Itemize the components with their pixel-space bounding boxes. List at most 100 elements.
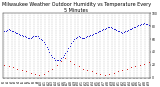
Point bbox=[95, 32, 97, 33]
Point bbox=[146, 23, 148, 25]
Point bbox=[20, 34, 23, 36]
Point bbox=[92, 33, 94, 35]
Point bbox=[10, 30, 13, 31]
Point bbox=[82, 68, 84, 70]
Point bbox=[42, 42, 45, 43]
Point bbox=[70, 42, 73, 44]
Point bbox=[83, 37, 86, 38]
Point bbox=[121, 69, 124, 71]
Point bbox=[64, 53, 67, 54]
Point bbox=[60, 58, 62, 59]
Point bbox=[139, 64, 141, 66]
Point bbox=[12, 31, 14, 32]
Point bbox=[35, 35, 38, 36]
Point bbox=[48, 51, 51, 53]
Point bbox=[47, 71, 49, 72]
Point bbox=[86, 36, 89, 37]
Point bbox=[64, 58, 67, 59]
Point bbox=[41, 40, 44, 41]
Point bbox=[109, 27, 112, 28]
Point bbox=[77, 66, 80, 67]
Point bbox=[140, 23, 143, 25]
Point bbox=[95, 72, 97, 73]
Point bbox=[26, 37, 29, 38]
Point bbox=[104, 28, 106, 29]
Point bbox=[130, 67, 132, 68]
Point bbox=[105, 27, 108, 29]
Point bbox=[6, 29, 8, 31]
Point bbox=[34, 35, 36, 36]
Point bbox=[23, 36, 26, 37]
Point bbox=[133, 27, 135, 28]
Point bbox=[51, 56, 54, 58]
Point bbox=[143, 63, 145, 64]
Point bbox=[90, 71, 93, 72]
Point bbox=[3, 31, 6, 32]
Point bbox=[99, 73, 102, 75]
Point bbox=[112, 28, 115, 29]
Point bbox=[139, 24, 141, 25]
Point bbox=[147, 24, 150, 25]
Point bbox=[89, 34, 92, 36]
Point bbox=[73, 63, 76, 64]
Point bbox=[102, 29, 105, 30]
Point bbox=[74, 37, 77, 38]
Point bbox=[63, 54, 65, 56]
Point bbox=[60, 60, 62, 62]
Point bbox=[122, 31, 125, 33]
Point bbox=[66, 50, 68, 51]
Point bbox=[56, 60, 58, 61]
Point bbox=[127, 29, 129, 31]
Point bbox=[118, 31, 121, 32]
Point bbox=[16, 68, 19, 70]
Point bbox=[56, 64, 58, 66]
Point bbox=[125, 30, 128, 31]
Point bbox=[79, 36, 81, 38]
Point bbox=[22, 35, 24, 36]
Point bbox=[29, 72, 32, 73]
Point bbox=[50, 54, 52, 55]
Point bbox=[3, 64, 6, 66]
Point bbox=[86, 69, 89, 71]
Point bbox=[131, 27, 134, 29]
Point bbox=[47, 49, 49, 50]
Point bbox=[136, 25, 138, 27]
Point bbox=[69, 45, 71, 46]
Point bbox=[7, 66, 10, 67]
Point bbox=[77, 36, 80, 37]
Point bbox=[124, 31, 126, 32]
Point bbox=[141, 23, 144, 24]
Point bbox=[52, 58, 55, 59]
Point bbox=[25, 71, 27, 72]
Point bbox=[18, 33, 20, 35]
Point bbox=[32, 36, 35, 37]
Point bbox=[73, 38, 76, 40]
Point bbox=[147, 62, 150, 63]
Point bbox=[44, 44, 46, 45]
Point bbox=[80, 37, 83, 38]
Point bbox=[143, 22, 145, 24]
Point bbox=[54, 59, 57, 60]
Point bbox=[57, 60, 60, 61]
Point bbox=[13, 31, 16, 33]
Point bbox=[128, 29, 131, 30]
Point bbox=[121, 32, 124, 33]
Point bbox=[34, 73, 36, 75]
Point bbox=[114, 29, 116, 30]
Point bbox=[104, 75, 106, 76]
Point bbox=[130, 28, 132, 29]
Point bbox=[90, 34, 93, 35]
Point bbox=[112, 72, 115, 73]
Point bbox=[117, 71, 119, 72]
Point bbox=[67, 47, 70, 49]
Point bbox=[15, 32, 17, 33]
Point bbox=[61, 56, 64, 58]
Point bbox=[38, 75, 40, 76]
Point bbox=[58, 59, 61, 60]
Title: Milwaukee Weather Outdoor Humidity vs Temperature Every 5 Minutes: Milwaukee Weather Outdoor Humidity vs Te… bbox=[2, 2, 151, 13]
Point bbox=[99, 30, 102, 31]
Point bbox=[7, 29, 10, 30]
Point bbox=[88, 35, 90, 36]
Point bbox=[28, 38, 30, 39]
Point bbox=[38, 37, 40, 38]
